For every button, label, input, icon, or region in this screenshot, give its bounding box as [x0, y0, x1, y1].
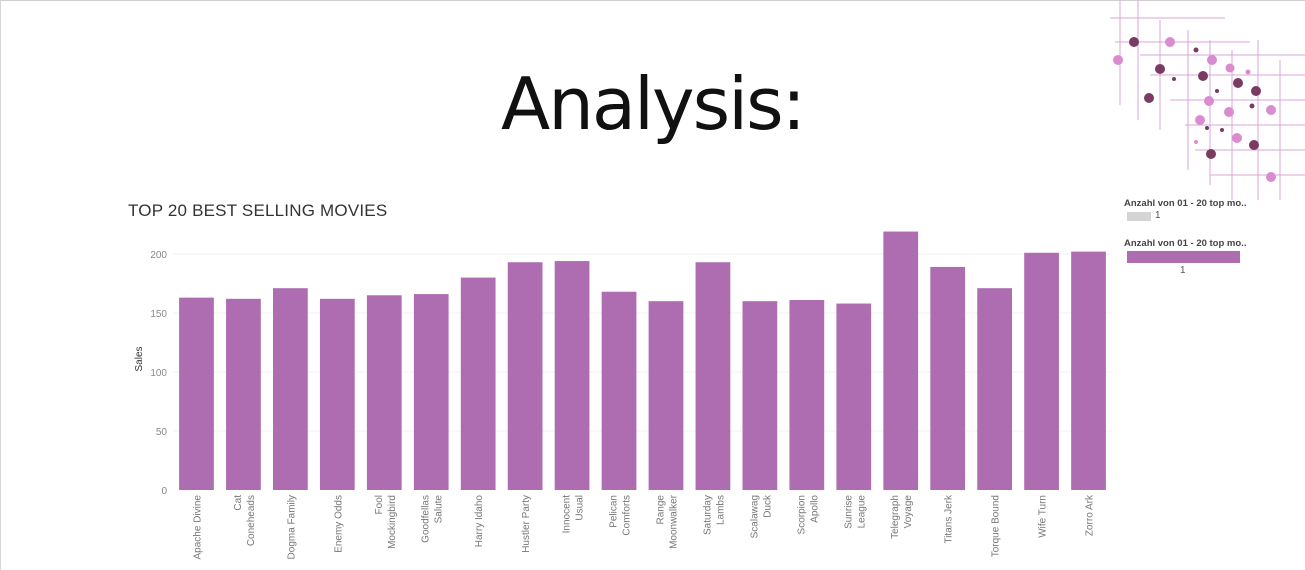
x-tick-label: Cat	[233, 495, 244, 511]
color-legend: Anzahl von 01 - 20 top mo.. 1	[1124, 238, 1247, 276]
y-tick-label: 50	[156, 427, 168, 438]
size-legend-swatch	[1127, 212, 1151, 221]
bar	[977, 288, 1012, 490]
y-tick-label: 0	[161, 486, 167, 497]
x-tick-label: Goodfellas	[421, 495, 432, 543]
x-tick-label: Coneheads	[246, 495, 257, 546]
y-tick-label: 100	[150, 368, 167, 379]
bar	[273, 288, 308, 490]
x-tick-label: Wife Turn	[1038, 495, 1049, 538]
x-tick-label: Mockingbird	[387, 495, 398, 549]
size-legend-value: 1	[1155, 210, 1161, 221]
x-tick-label: Hustler Party	[521, 495, 532, 553]
x-tick-label: Innocent	[562, 495, 573, 534]
x-tick-label: Zorro Ark	[1085, 494, 1096, 536]
x-tick-label: Range	[655, 495, 666, 525]
bar	[319, 298, 355, 490]
x-tick-label: Harry Idaho	[474, 495, 485, 548]
bar	[601, 291, 637, 490]
bar	[226, 298, 261, 490]
x-tick-label: Saturday	[702, 495, 713, 535]
x-tick-label: Torque Bound	[991, 495, 1002, 557]
bar	[742, 301, 778, 490]
x-tick-label: Moonwalker	[668, 494, 679, 549]
color-legend-title: Anzahl von 01 - 20 top mo..	[1124, 238, 1247, 249]
bar	[930, 266, 966, 490]
bar	[413, 294, 449, 490]
y-tick-label: 200	[150, 250, 167, 261]
x-tick-label: Duck	[762, 494, 773, 518]
bar	[460, 277, 496, 490]
size-legend-title: Anzahl von 01 - 20 top mo..	[1124, 198, 1247, 209]
size-legend: Anzahl von 01 - 20 top mo.. 1	[1124, 198, 1247, 221]
x-tick-label: Salute	[434, 495, 445, 524]
color-legend-value: 1	[1180, 265, 1186, 276]
bar	[554, 261, 590, 490]
x-tick-label: Usual	[575, 495, 586, 521]
x-tick-label: League	[856, 495, 867, 529]
bar	[836, 303, 872, 490]
bar	[366, 295, 402, 490]
x-tick-label: Apollo	[809, 495, 820, 523]
color-legend-bar	[1127, 251, 1240, 263]
bar	[179, 297, 214, 490]
bar	[648, 301, 684, 490]
bar	[1071, 251, 1106, 490]
x-tick-label: Voyage	[903, 495, 914, 529]
x-tick-label: Scalawag	[749, 495, 760, 538]
x-tick-label: Fool	[374, 495, 385, 514]
y-tick-label: 150	[150, 309, 167, 320]
x-tick-label: Scorpion	[796, 495, 807, 534]
chart-title: TOP 20 BEST SELLING MOVIES	[128, 201, 388, 220]
x-tick-label: Lambs	[715, 495, 726, 525]
x-tick-label: Enemy Odds	[333, 495, 344, 553]
x-tick-label: Telegraph	[890, 495, 901, 539]
slide-title: Analysis:	[501, 62, 806, 146]
bar	[507, 262, 543, 490]
x-tick-label: Apache Divine	[192, 495, 203, 560]
x-tick-label: Dogma Family	[286, 495, 297, 559]
decorative-dots-graphic	[1110, 0, 1305, 200]
x-tick-label: Comforts	[622, 495, 633, 536]
x-tick-label: Sunrise	[843, 495, 854, 529]
slide-left-border	[0, 0, 1, 570]
y-axis-label: Sales	[134, 346, 145, 371]
bar	[695, 262, 731, 490]
bar	[883, 231, 919, 491]
x-tick-label: Titans Jerk	[944, 494, 955, 544]
bar	[1024, 252, 1059, 490]
bar	[789, 299, 825, 490]
x-tick-label: Pelican	[609, 495, 620, 528]
bar-chart: 0 50 100 150 200 Sales Apache Divine Cat Conehea…	[134, 231, 1112, 560]
slide-top-border	[0, 0, 1305, 1]
